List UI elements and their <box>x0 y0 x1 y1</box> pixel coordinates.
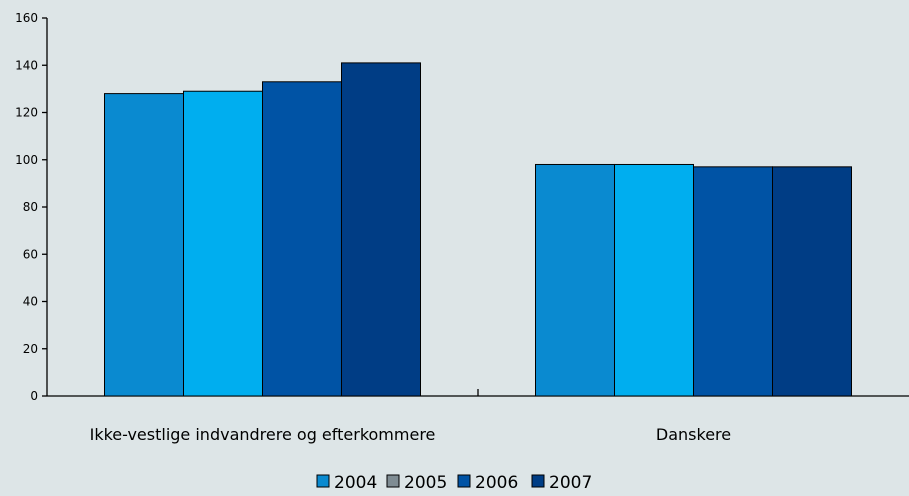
bar <box>535 163 615 397</box>
legend-swatch <box>316 474 330 488</box>
bars <box>104 62 852 397</box>
bar <box>183 90 263 397</box>
legend-swatch <box>457 474 471 488</box>
x-category-label: Ikke-vestlige indvandrere og efterkommer… <box>90 425 436 444</box>
x-axis-labels: Ikke-vestlige indvandrere og efterkommer… <box>90 425 732 444</box>
bar <box>262 81 342 397</box>
x-category-label: Danskere <box>656 425 731 444</box>
legend-label: 2005 <box>404 473 447 493</box>
legend-swatch <box>386 474 400 488</box>
y-tick-label: 120 <box>15 106 38 120</box>
legend-label: 2006 <box>475 473 518 493</box>
legend-label: 2007 <box>549 473 592 493</box>
y-tick-label: 160 <box>15 11 38 25</box>
y-tick-label: 140 <box>15 58 38 72</box>
legend-label: 2004 <box>334 473 377 493</box>
y-tick-label: 40 <box>23 295 38 309</box>
bar <box>104 93 184 397</box>
legend: 2004 2005 2006 2007 <box>316 473 592 493</box>
bar <box>693 166 773 397</box>
y-axis-ticks: 0 20 40 60 80 100 120 140 160 <box>15 11 47 403</box>
y-tick-label: 60 <box>23 247 38 261</box>
bar <box>341 62 421 397</box>
y-tick-label: 20 <box>23 342 38 356</box>
legend-swatch <box>531 474 545 488</box>
y-tick-label: 100 <box>15 153 38 167</box>
y-tick-label: 80 <box>23 200 38 214</box>
bar <box>614 163 694 397</box>
bar <box>772 166 852 397</box>
y-tick-label: 0 <box>30 389 38 403</box>
